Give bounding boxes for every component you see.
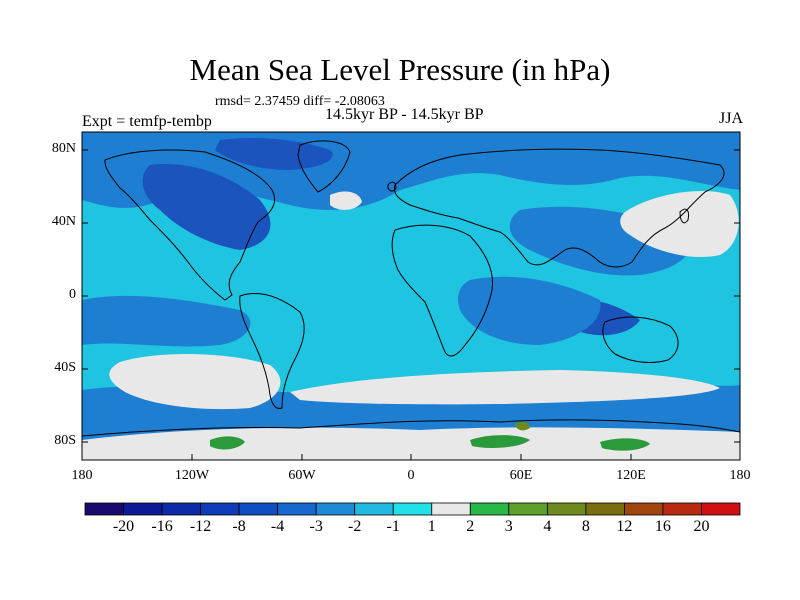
field-nw-pacific-high [620, 191, 739, 258]
field-atlantic-high [330, 191, 362, 210]
field-antarctic-high [82, 427, 740, 460]
field-positive-2 [470, 435, 530, 448]
field-southern-ocean-high [290, 370, 720, 405]
colorbar-label: 2 [466, 518, 475, 535]
coastlines [82, 140, 740, 437]
field-positive-3 [600, 438, 650, 451]
colorbar [84, 502, 741, 516]
colorbar-box [238, 502, 279, 516]
colorbar-label: 12 [616, 518, 633, 535]
colorbar-box [84, 502, 124, 516]
coast-africa [391, 224, 494, 357]
colorbar-box [277, 502, 317, 516]
axis-ticks [81, 149, 741, 460]
lon-label-180w: 180 [71, 468, 93, 483]
season-label: JJA [718, 110, 743, 127]
stats-label: rmsd= 2.37459 diff= -2.08063 [215, 94, 385, 109]
colorbar-box [392, 502, 433, 516]
colorbar-label: 16 [654, 518, 671, 535]
field-positive-4 [515, 421, 530, 431]
colorbar-box [701, 502, 741, 516]
colorbar-label: -12 [189, 518, 212, 535]
colorbar-label: 4 [543, 518, 552, 535]
colorbar-box [546, 502, 587, 516]
field-south-pacific-high [109, 354, 281, 410]
colorbar-label: -2 [348, 518, 362, 535]
colorbar-label: 3 [504, 518, 513, 535]
colorbar-label: 20 [693, 518, 710, 535]
coast-south-america [239, 293, 305, 409]
colorbar-box [161, 502, 201, 516]
colorbar-box [200, 502, 240, 516]
lat-label-40n: 40N [51, 214, 76, 229]
colorbar-box [585, 502, 625, 516]
colorbar-label: -3 [309, 518, 323, 535]
field-pacific-band [82, 295, 251, 347]
coast-japan [679, 208, 689, 224]
colorbar-label: -1 [386, 518, 400, 535]
subtitle: 14.5kyr BP - 14.5kyr BP [325, 106, 484, 123]
field-indian-ocean [458, 276, 601, 345]
lat-label-80n: 80N [51, 141, 76, 156]
colorbar-label: -8 [232, 518, 246, 535]
colorbar-box [624, 502, 664, 516]
colorbar-box [354, 502, 394, 516]
lon-label-180e: 180 [729, 468, 751, 483]
lon-label-60e: 60E [509, 468, 533, 483]
lon-label-60w: 60W [288, 468, 316, 483]
coast-greenland [297, 140, 351, 193]
coast-europe-asia [393, 148, 725, 268]
coast-north-america [104, 149, 276, 301]
colorbar-box [469, 502, 510, 516]
colorbar-box [315, 502, 356, 516]
colorbar-label: -20 [112, 518, 135, 535]
colorbar-box [662, 502, 702, 516]
colorbar-box [508, 502, 548, 516]
lon-label-120w: 120W [174, 468, 210, 483]
colorbar-box [123, 502, 163, 516]
colorbar-label: -16 [151, 518, 173, 535]
lon-label-120e: 120E [616, 468, 646, 483]
coast-antarctica [82, 419, 740, 437]
colorbar-label: 8 [581, 518, 590, 535]
experiment-label: Expt = temfp-tembp [82, 113, 212, 130]
field-positive-1 [210, 436, 245, 450]
field-arctic-deep [215, 138, 333, 170]
lat-label-80s: 80S [54, 433, 76, 448]
lat-label-40s: 40S [54, 360, 76, 375]
lon-label-0: 0 [407, 468, 415, 483]
colorbar-label: -4 [270, 518, 285, 535]
field-north-america-low [142, 164, 271, 250]
coast-australia [602, 316, 679, 363]
colorbar-box [431, 502, 471, 516]
coast-uk [387, 181, 397, 192]
chart-title: Mean Sea Level Pressure (in hPa) [189, 52, 611, 87]
lat-label-0: 0 [69, 287, 76, 302]
colorbar-label: 1 [427, 518, 436, 535]
contour-field [82, 132, 740, 460]
